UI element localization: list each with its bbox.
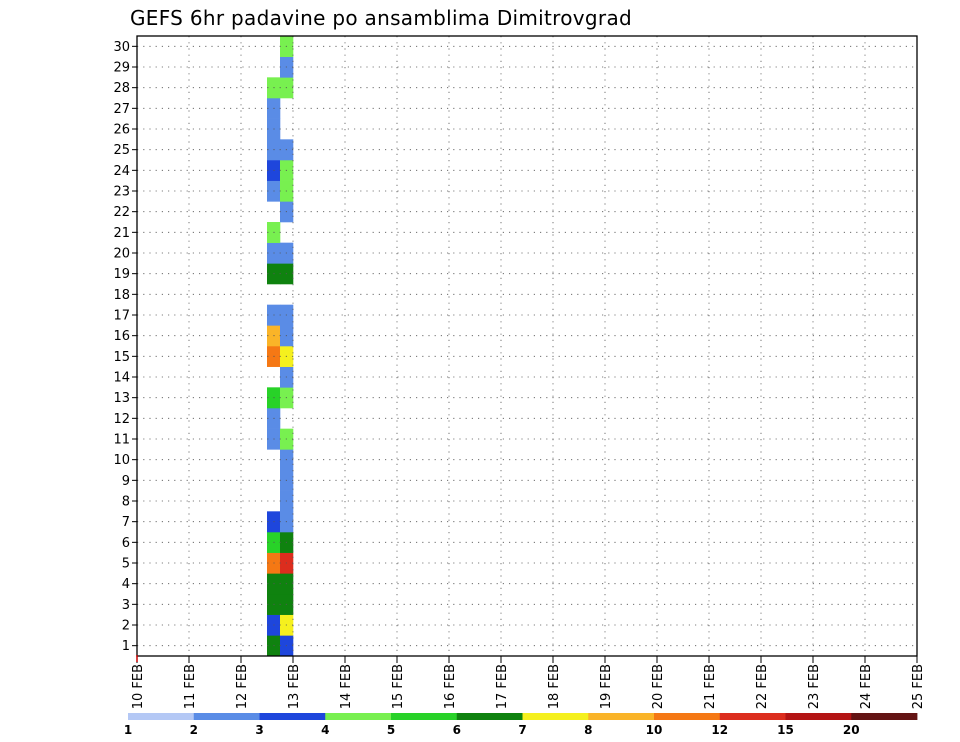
- y-tick-label: 8: [122, 495, 130, 510]
- y-tick-label: 15: [113, 350, 130, 365]
- y-tick-label: 2: [122, 619, 130, 634]
- y-tick-label: 3: [122, 598, 130, 613]
- colorbar-segment: [128, 713, 195, 720]
- y-tick-label: 4: [122, 577, 130, 592]
- x-tick-label: 20 FEB: [651, 664, 666, 709]
- y-tick-label: 17: [113, 309, 130, 324]
- y-tick-label: 22: [113, 205, 130, 220]
- colorbar-label: 8: [584, 723, 592, 737]
- chart-title: GEFS 6hr padavine po ansamblima Dimitrov…: [130, 6, 632, 30]
- colorbar-segment: [456, 713, 523, 720]
- y-tick-label: 28: [113, 81, 130, 96]
- x-tick-label: 19 FEB: [599, 664, 614, 709]
- x-tick-label: 13 FEB: [287, 664, 302, 709]
- colorbar-label: 10: [646, 723, 663, 737]
- x-tick-label: 15 FEB: [391, 664, 406, 709]
- y-tick-label: 30: [113, 40, 130, 55]
- colorbar-segment: [588, 713, 655, 720]
- y-tick-label: 19: [113, 267, 130, 282]
- y-tick-label: 1: [122, 639, 130, 654]
- y-tick-label: 6: [122, 536, 130, 551]
- y-tick-label: 16: [113, 329, 130, 344]
- y-tick-label: 25: [113, 143, 130, 158]
- colorbar-segment: [259, 713, 326, 720]
- colorbar-segment: [719, 713, 786, 720]
- axis-layer: 1234567891011121314151617181920212223242…: [113, 40, 926, 709]
- colorbar-segment: [522, 713, 589, 720]
- colorbar-segment: [325, 713, 392, 720]
- colorbar-label: 12: [711, 723, 728, 737]
- y-tick-label: 24: [113, 164, 130, 179]
- colorbar-segment: [193, 713, 260, 720]
- y-tick-label: 5: [122, 557, 130, 572]
- x-tick-label: 25 FEB: [911, 664, 926, 709]
- y-tick-label: 12: [113, 412, 130, 427]
- colorbar-label: 3: [255, 723, 263, 737]
- x-tick-label: 11 FEB: [183, 664, 198, 709]
- y-tick-label: 29: [113, 61, 130, 76]
- colorbar-layer: 1 2 3 4 5 6 7 8 10 12 15 20: [124, 713, 918, 737]
- colorbar-segment: [785, 713, 852, 720]
- x-tick-label: 24 FEB: [859, 664, 874, 709]
- y-tick-label: 23: [113, 185, 130, 200]
- x-tick-label: 10 FEB: [131, 664, 146, 709]
- y-tick-label: 9: [122, 474, 130, 489]
- cells-layer: [267, 36, 294, 657]
- colorbar-label: 20: [843, 723, 860, 737]
- y-tick-label: 21: [113, 226, 130, 241]
- x-tick-label: 12 FEB: [235, 664, 250, 709]
- colorbar-segment: [851, 713, 918, 720]
- colorbar-segment: [391, 713, 458, 720]
- colorbar-label: 4: [321, 723, 329, 737]
- y-tick-label: 10: [113, 453, 130, 468]
- colorbar-label: 5: [387, 723, 395, 737]
- y-tick-label: 26: [113, 123, 130, 138]
- colorbar-segment: [654, 713, 721, 720]
- y-tick-label: 14: [113, 371, 130, 386]
- y-tick-label: 27: [113, 102, 130, 117]
- x-tick-label: 23 FEB: [807, 664, 822, 709]
- colorbar-label: 15: [777, 723, 794, 737]
- x-tick-label: 21 FEB: [703, 664, 718, 709]
- grid-layer: [137, 36, 917, 656]
- y-tick-label: 18: [113, 288, 130, 303]
- plot-frame: [136, 35, 918, 657]
- x-tick-label: 16 FEB: [443, 664, 458, 709]
- y-tick-label: 11: [113, 433, 130, 448]
- y-tick-label: 13: [113, 391, 130, 406]
- colorbar-label: 2: [190, 723, 198, 737]
- y-tick-label: 20: [113, 247, 130, 262]
- colorbar-label: 6: [453, 723, 461, 737]
- y-tick-label: 7: [122, 515, 130, 530]
- x-tick-label: 17 FEB: [495, 664, 510, 709]
- x-tick-label: 14 FEB: [339, 664, 354, 709]
- colorbar-label: 7: [518, 723, 526, 737]
- colorbar-label: 1: [124, 723, 132, 737]
- x-tick-label: 18 FEB: [547, 664, 562, 709]
- x-tick-label: 22 FEB: [755, 664, 770, 709]
